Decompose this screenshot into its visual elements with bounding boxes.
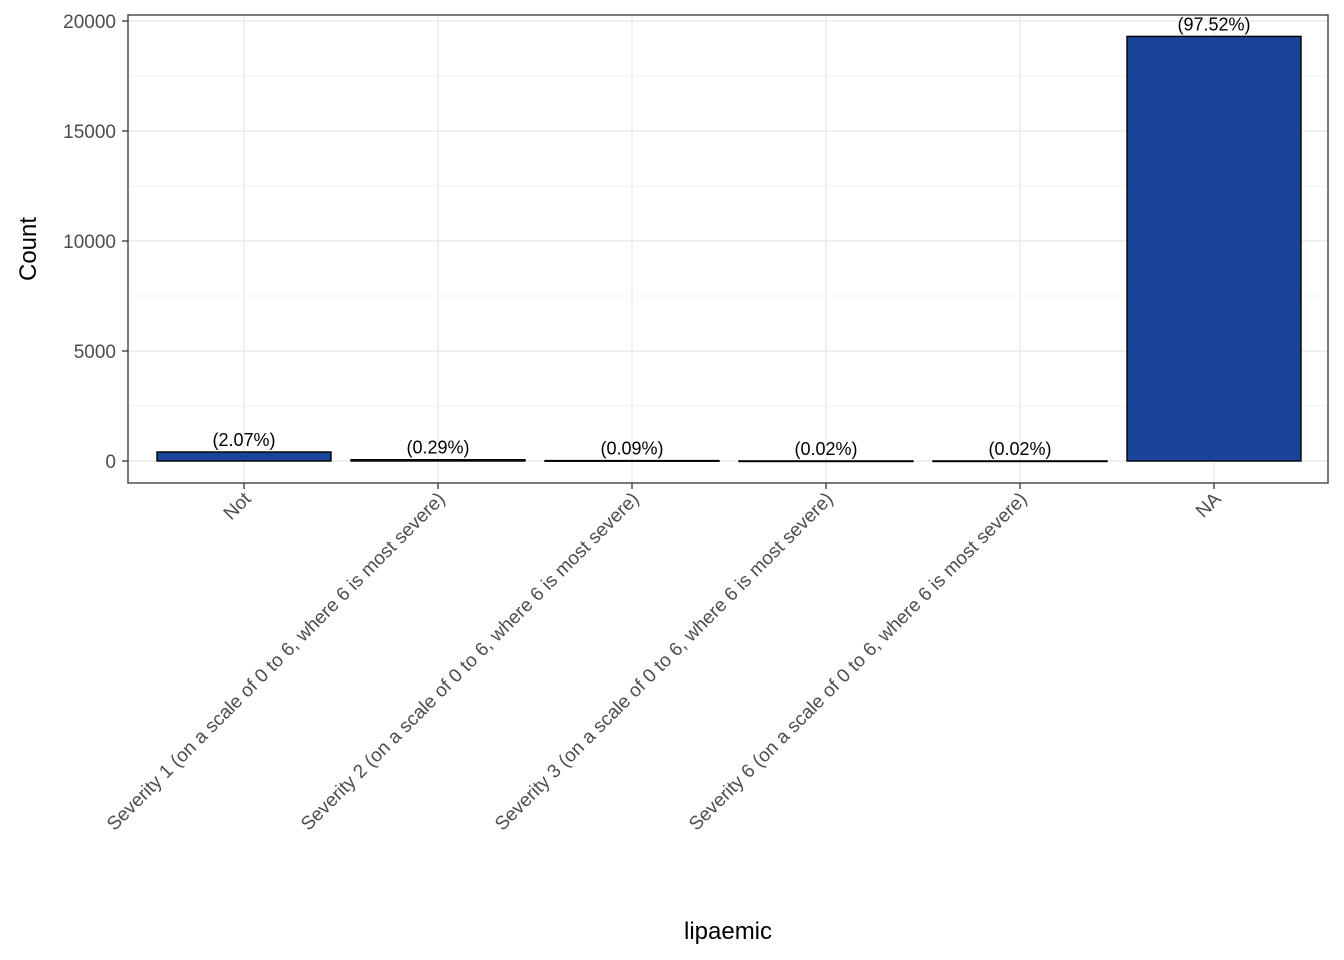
bar-5 (1126, 35, 1302, 462)
bar-label-4: (0.02%) (988, 439, 1051, 459)
x-tick-label: Severity 3 (on a scale of 0 to 6, where … (491, 489, 837, 835)
panel-border (127, 14, 1329, 484)
bar-label-5: (97.52%) (1177, 14, 1250, 34)
bars (156, 35, 1302, 463)
x-tick-label: Not (220, 488, 256, 524)
y-tick-label: 20000 (63, 12, 116, 33)
bar-4 (932, 460, 1108, 463)
bar-label-0: (2.07%) (212, 430, 275, 450)
bar-1 (350, 459, 526, 462)
y-axis-title: Count (15, 217, 42, 281)
x-axis-title: lipaemic (684, 918, 772, 945)
y-tick-label: 10000 (63, 232, 116, 253)
y-tick-label: 15000 (63, 122, 116, 143)
bar-label-1: (0.29%) (406, 438, 469, 458)
y-axis: 0 5000 10000 15000 20000 (63, 12, 128, 473)
y-tick-label: 5000 (74, 342, 116, 363)
x-tick-label: Severity 1 (on a scale of 0 to 6, where … (103, 489, 449, 835)
bar-labels: (2.07%) (0.29%) (0.09%) (0.02%) (0.02%) (97.5… (212, 14, 1250, 459)
bar-2 (544, 459, 720, 462)
y-tick-label: 0 (105, 452, 116, 473)
bar-label-3: (0.02%) (794, 439, 857, 459)
x-tick-label: Severity 6 (on a scale of 0 to 6, where … (685, 489, 1031, 835)
x-tick-label: Severity 2 (on a scale of 0 to 6, where … (297, 489, 643, 835)
bar-0 (156, 451, 332, 462)
bar-3 (738, 460, 914, 463)
bar-label-2: (0.09%) (600, 439, 663, 459)
x-tick-label: NA (1192, 488, 1226, 522)
